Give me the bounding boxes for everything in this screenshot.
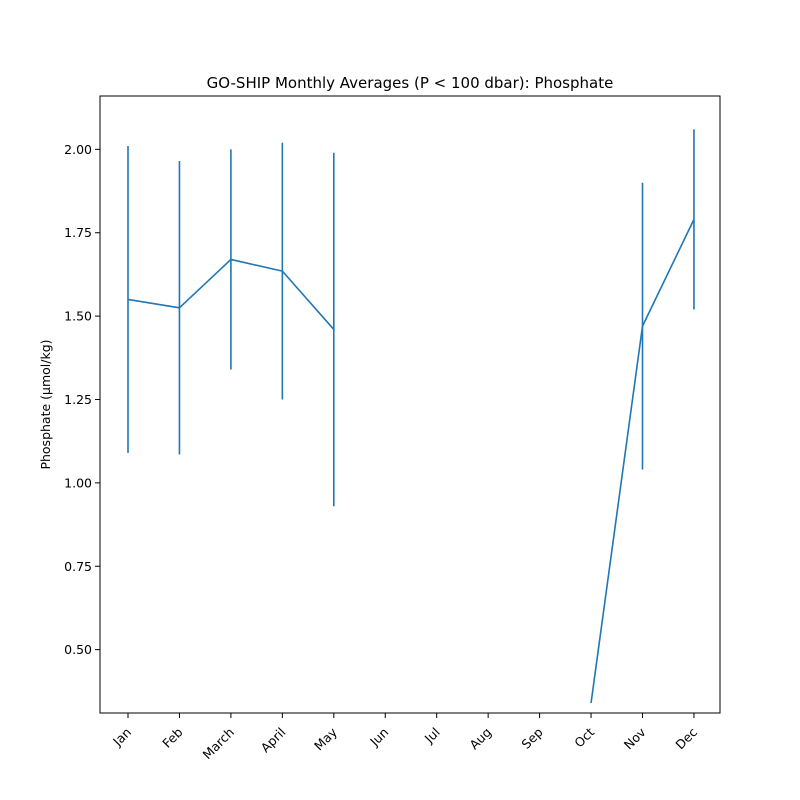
y-tick-label: 0.50 xyxy=(64,642,92,657)
x-tick-label: Oct xyxy=(571,724,597,750)
y-tick-label: 1.00 xyxy=(64,475,92,490)
y-tick-label: 1.25 xyxy=(64,392,92,407)
chart-title: GO-SHIP Monthly Averages (P < 100 dbar):… xyxy=(207,74,614,92)
x-tick-label: Jun xyxy=(366,725,391,750)
x-tick-label: Jul xyxy=(421,725,443,747)
x-tick-label: Aug xyxy=(466,725,494,753)
x-tick-label: April xyxy=(258,725,289,756)
x-tick-label: Feb xyxy=(159,724,185,750)
y-tick-label: 1.75 xyxy=(64,225,92,240)
x-tick-label: May xyxy=(311,724,340,753)
y-tick-label: 2.00 xyxy=(64,142,92,157)
y-tick-label: 1.50 xyxy=(64,309,92,324)
x-tick-label: Jan xyxy=(109,725,134,750)
x-tick-label: Sep xyxy=(518,724,545,751)
x-tick-label: Dec xyxy=(672,724,700,752)
plot-frame xyxy=(99,95,721,714)
x-tick-label: March xyxy=(199,725,237,763)
series-line xyxy=(590,219,695,704)
plot-area xyxy=(127,129,695,704)
y-axis-label: Phosphate (µmol/kg) xyxy=(38,339,53,469)
y-tick-label: 0.75 xyxy=(64,559,92,574)
x-tick-label: Nov xyxy=(621,724,649,752)
series-line xyxy=(127,258,335,330)
